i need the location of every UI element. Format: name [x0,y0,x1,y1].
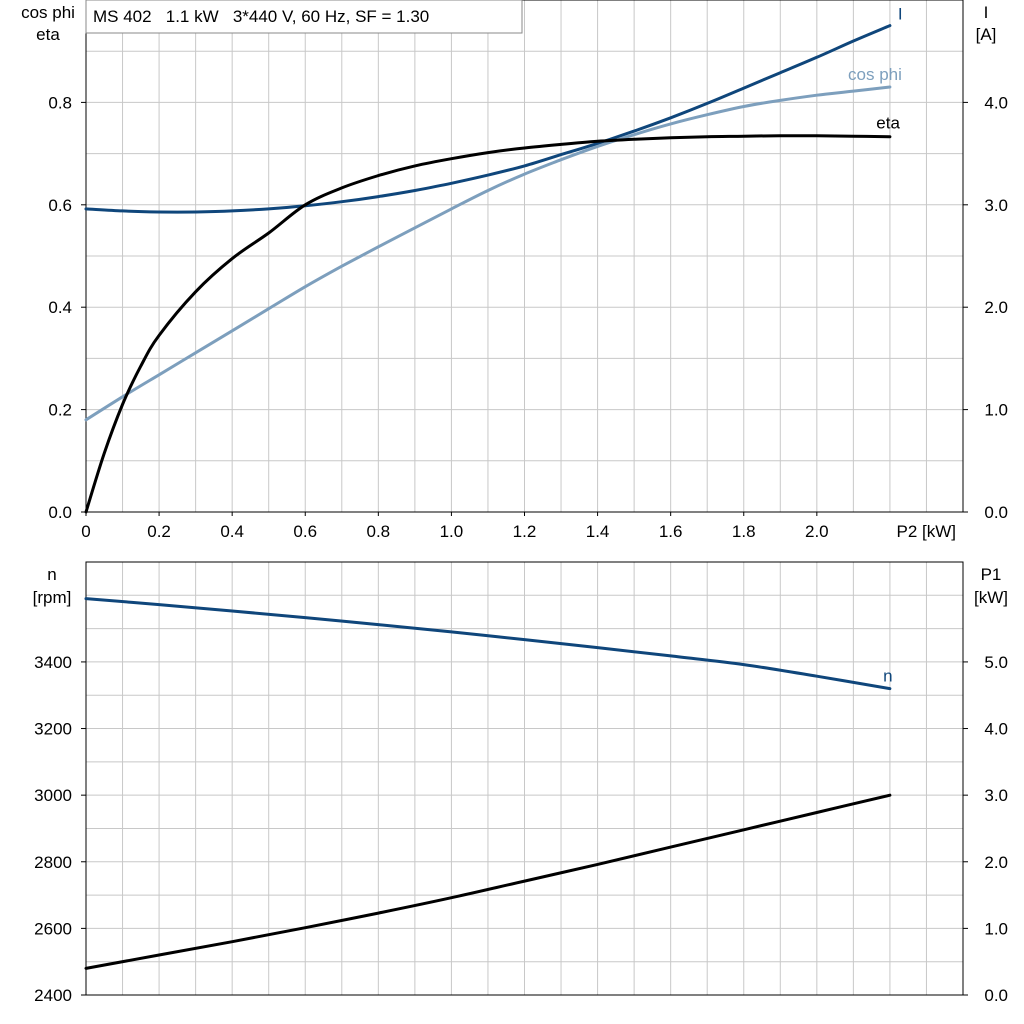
right-y-tick-label: 3.0 [984,196,1008,215]
series-line-eta [84,134,892,514]
right-y-tick-label: 4.0 [984,93,1008,112]
right-y-tick-label: 1.0 [984,401,1008,420]
series-line-n [84,597,892,691]
x-tick-label: 2.0 [805,522,829,541]
left-y-tick-label: 0.0 [48,503,72,522]
left-y-tick-label: 0.6 [48,196,72,215]
x-tick-label: 1.4 [586,522,610,541]
top-left-axis-label-line2: eta [36,25,60,44]
top-panel: 0 0.2 0.4 0.6 0.8 1.0 1.2 1.4 1.6 1.8 2.0 0.00.20.… [21,0,1008,541]
bottom-left-y-ticks: 2400 2600 2800 3000 3200 3400 [34,653,86,1005]
left-y-tick-label: 2600 [34,919,72,938]
right-y-tick-label: 5.0 [984,653,1008,672]
series-line-cos-phi [84,85,892,422]
top-left-y-ticks: 0.0 0.2 0.4 0.6 0.8 [48,93,86,522]
right-y-tick-label: 0.0 [984,503,1008,522]
right-y-tick-label: 2.0 [984,298,1008,317]
top-right-axis-label-line1: I [984,3,989,22]
x-tick-label: 1.0 [440,522,464,541]
right-y-tick-label: 1.0 [984,919,1008,938]
top-left-axis-label-line1: cos phi [21,3,75,22]
top-right-axis-label-line2: [A] [976,25,997,44]
left-y-tick-label: 3000 [34,786,72,805]
x-tick-label: 1.2 [513,522,537,541]
series-label-eta: eta [876,114,900,133]
left-y-tick-label: 2400 [34,986,72,1005]
left-y-tick-label: 3200 [34,720,72,739]
series-label-n: n [883,667,892,686]
left-y-tick-label: 2800 [34,853,72,872]
top-grid [86,0,963,512]
bottom-right-axis-label-line1: P1 [981,565,1002,584]
series-label-cos-phi: cos phi [848,65,902,84]
bottom-left-axis-label-line2: [rpm] [33,588,72,607]
top-x-ticks: 0 0.2 0.4 0.6 0.8 1.0 1.2 1.4 1.6 1.8 2.0 [81,512,829,541]
bottom-right-y-ticks: 0.0 1.0 2.0 3.0 4.0 5.0 [963,653,1008,1005]
right-y-tick-label: 2.0 [984,853,1008,872]
x-tick-label: 1.6 [659,522,683,541]
series-line-i [84,24,892,214]
series-label-i: I [898,5,903,24]
right-y-tick-label: 4.0 [984,720,1008,739]
x-tick-label: 0 [81,522,90,541]
left-y-tick-label: 0.4 [48,298,72,317]
left-y-tick-label: 0.8 [48,93,72,112]
title-box [85,0,523,34]
left-y-tick-label: 3400 [34,653,72,672]
x-tick-label: 1.8 [732,522,756,541]
bottom-grid [86,562,963,995]
x-tick-label: 0.4 [220,522,244,541]
bottom-left-axis-label-line1: n [47,565,56,584]
top-right-y-ticks: 0.0 1.0 2.0 3.0 4.0 [963,93,1008,522]
bottom-right-axis-label-line2: [kW] [974,588,1008,607]
x-tick-label: 0.8 [367,522,391,541]
x-tick-label: 0.2 [147,522,171,541]
right-y-tick-label: 3.0 [984,786,1008,805]
chart-title: MS 402 1.1 kW 3*440 V, 60 Hz, SF = 1.30 [93,7,429,26]
right-y-tick-label: 0.0 [984,986,1008,1005]
bottom-panel: 2400 2600 2800 3000 3200 3400 0.0 1.0 2.0 3.0 4.0… [33,561,1008,1005]
bottom-series: n [84,597,893,970]
series-line-p1 [84,793,892,970]
left-y-tick-label: 0.2 [48,401,72,420]
x-axis-label: P2 [kW] [896,522,956,541]
bottom-plot-frame [85,561,964,996]
x-tick-label: 0.6 [293,522,317,541]
